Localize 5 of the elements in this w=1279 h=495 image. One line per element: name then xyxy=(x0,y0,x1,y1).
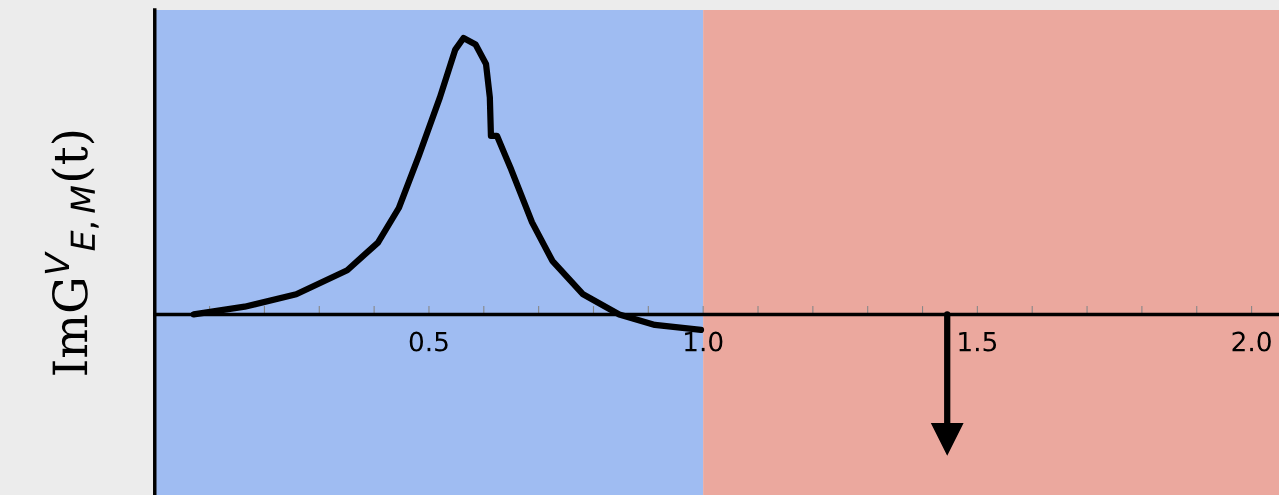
y-axis-title: ImG$^{V}$$_{E,M}$(t) xyxy=(44,131,99,375)
x-tick-label: 0.5 xyxy=(409,331,448,352)
x-tick-label: 2.0 xyxy=(1232,331,1271,352)
x-tick-label: 1.0 xyxy=(685,331,723,352)
x-tick-label: 1.5 xyxy=(959,331,997,352)
